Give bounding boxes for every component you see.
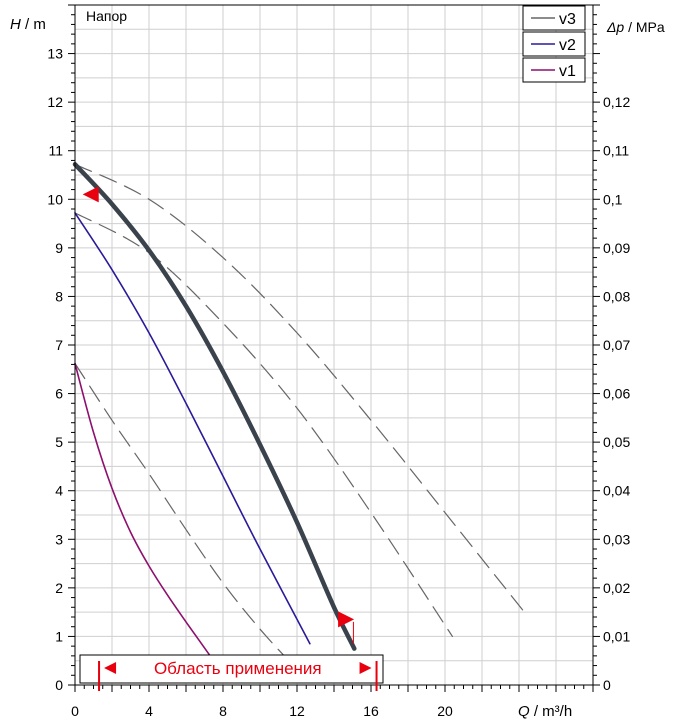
series-v1-line — [74, 362, 213, 660]
legend-label-v1: v1 — [559, 63, 576, 80]
legend-label-v3: v3 — [559, 11, 576, 28]
series-v2-line — [74, 212, 311, 645]
y2-tick-label: 0,06 — [603, 386, 630, 402]
y2-tick-label: 0,12 — [603, 94, 630, 110]
y2-tick-label: 0,01 — [603, 628, 630, 644]
x-tick-label: 0 — [71, 703, 79, 719]
x-axis-unit: / m³/h — [530, 703, 573, 720]
y-axis-left-unit: / m — [21, 16, 46, 33]
application-range-box — [79, 654, 384, 684]
y2-tick-label: 0,05 — [603, 434, 630, 450]
y-tick-label: 6 — [55, 386, 63, 402]
y2-tick-label: 0,08 — [603, 288, 630, 304]
y-tick-label: 10 — [47, 191, 63, 207]
y-axis-right-unit: / MPa — [624, 19, 665, 35]
y-tick-label: 12 — [47, 94, 63, 110]
operating-point-arrow — [338, 611, 355, 628]
plot-frame — [74, 4, 594, 686]
y2-tick-label: 0,09 — [603, 240, 630, 256]
y-tick-label: 4 — [55, 483, 63, 499]
operating-point-markers — [82, 186, 355, 644]
x-tick-label: 20 — [437, 703, 453, 719]
legend-label-v2: v2 — [559, 37, 576, 54]
y-tick-label: 13 — [47, 46, 63, 62]
y2-tick-label: 0,07 — [603, 337, 630, 353]
application-range-arrow-left — [104, 662, 117, 674]
y-axis-left-symbol: H — [10, 16, 21, 33]
x-tick-label: 8 — [219, 703, 227, 719]
y-axis-right-symbol: Δp — [606, 19, 624, 35]
y-tick-label: 0 — [55, 677, 63, 693]
y-tick-label: 2 — [55, 580, 63, 596]
y-tick-label: 3 — [55, 531, 63, 547]
y2-tick-label: 0,03 — [603, 531, 630, 547]
system-curve — [72, 162, 357, 651]
application-range-label: Область применения — [154, 659, 322, 678]
x-tick-label: 12 — [289, 703, 305, 719]
series-v3-line — [74, 362, 294, 667]
y2-tick-label: 0,11 — [603, 143, 629, 159]
y-tick-label: 1 — [55, 628, 63, 644]
chart-title: Напор — [86, 8, 127, 24]
curves — [72, 162, 527, 667]
series-v3-line — [74, 163, 527, 616]
operating-point-arrow — [82, 186, 99, 203]
grid — [74, 4, 594, 686]
application-range: Область применения — [79, 654, 384, 691]
legend: v3 v2 v1 — [522, 5, 586, 83]
y-axis-right-label: Δp / MPa — [606, 19, 665, 35]
y2-tick-label: 0,02 — [603, 580, 630, 596]
series-v3-line — [74, 212, 453, 637]
x-axis-label: Q / m³/h — [518, 703, 572, 720]
y-tick-label: 9 — [55, 240, 63, 256]
y-tick-label: 8 — [55, 288, 63, 304]
y2-tick-label: 0,1 — [603, 191, 623, 207]
application-range-arrow-right — [359, 662, 372, 674]
y-tick-label: 11 — [48, 143, 63, 159]
y2-tick-label: 0,04 — [603, 483, 630, 499]
y2-tick-label: 0 — [603, 677, 611, 693]
x-tick-label: 4 — [145, 703, 153, 719]
x-tick-label: 16 — [363, 703, 379, 719]
y-tick-label: 5 — [55, 434, 63, 450]
y-axis-left-label: H / m — [10, 16, 46, 33]
x-axis-symbol: Q — [518, 703, 530, 720]
y-tick-label: 7 — [55, 337, 63, 353]
